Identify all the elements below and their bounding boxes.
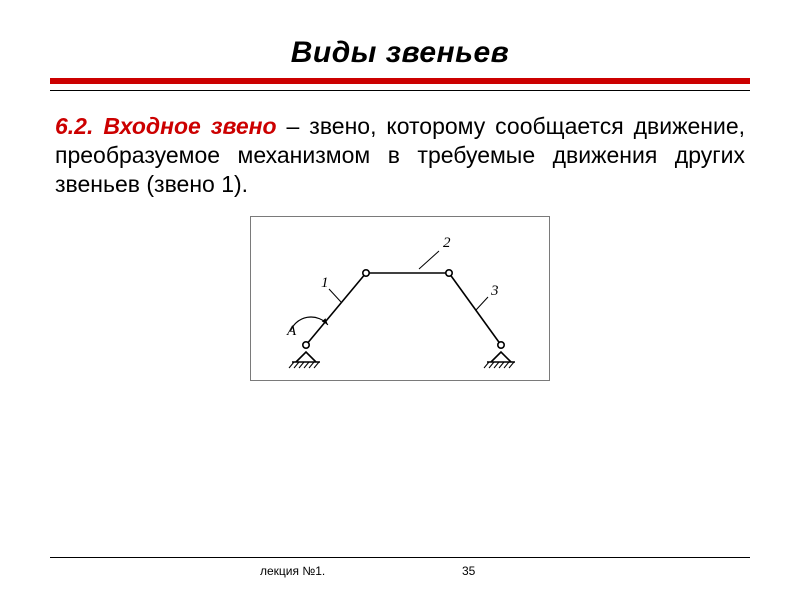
footer-lecture: лекция №1. [260, 564, 325, 578]
svg-text:1: 1 [321, 275, 329, 291]
rule-thin [50, 90, 750, 91]
rule-thick [50, 78, 750, 84]
body-text: 6.2. Входное звено – звено, которому соо… [55, 112, 745, 198]
footer-rule [50, 557, 750, 558]
title-rule [50, 78, 750, 84]
diagram-svg: A 1 2 3 [251, 217, 551, 382]
footer-page-number: 35 [462, 564, 475, 578]
slide: Виды звеньев 6.2. Входное звено – звено,… [0, 0, 800, 600]
svg-text:3: 3 [490, 283, 499, 299]
term-name: Входное звено [103, 113, 276, 139]
slide-title: Виды звеньев [0, 0, 800, 78]
svg-text:A: A [286, 323, 297, 339]
term-number: 6.2. [55, 113, 93, 139]
svg-text:2: 2 [443, 235, 451, 251]
mechanism-diagram: A 1 2 3 [250, 216, 550, 381]
